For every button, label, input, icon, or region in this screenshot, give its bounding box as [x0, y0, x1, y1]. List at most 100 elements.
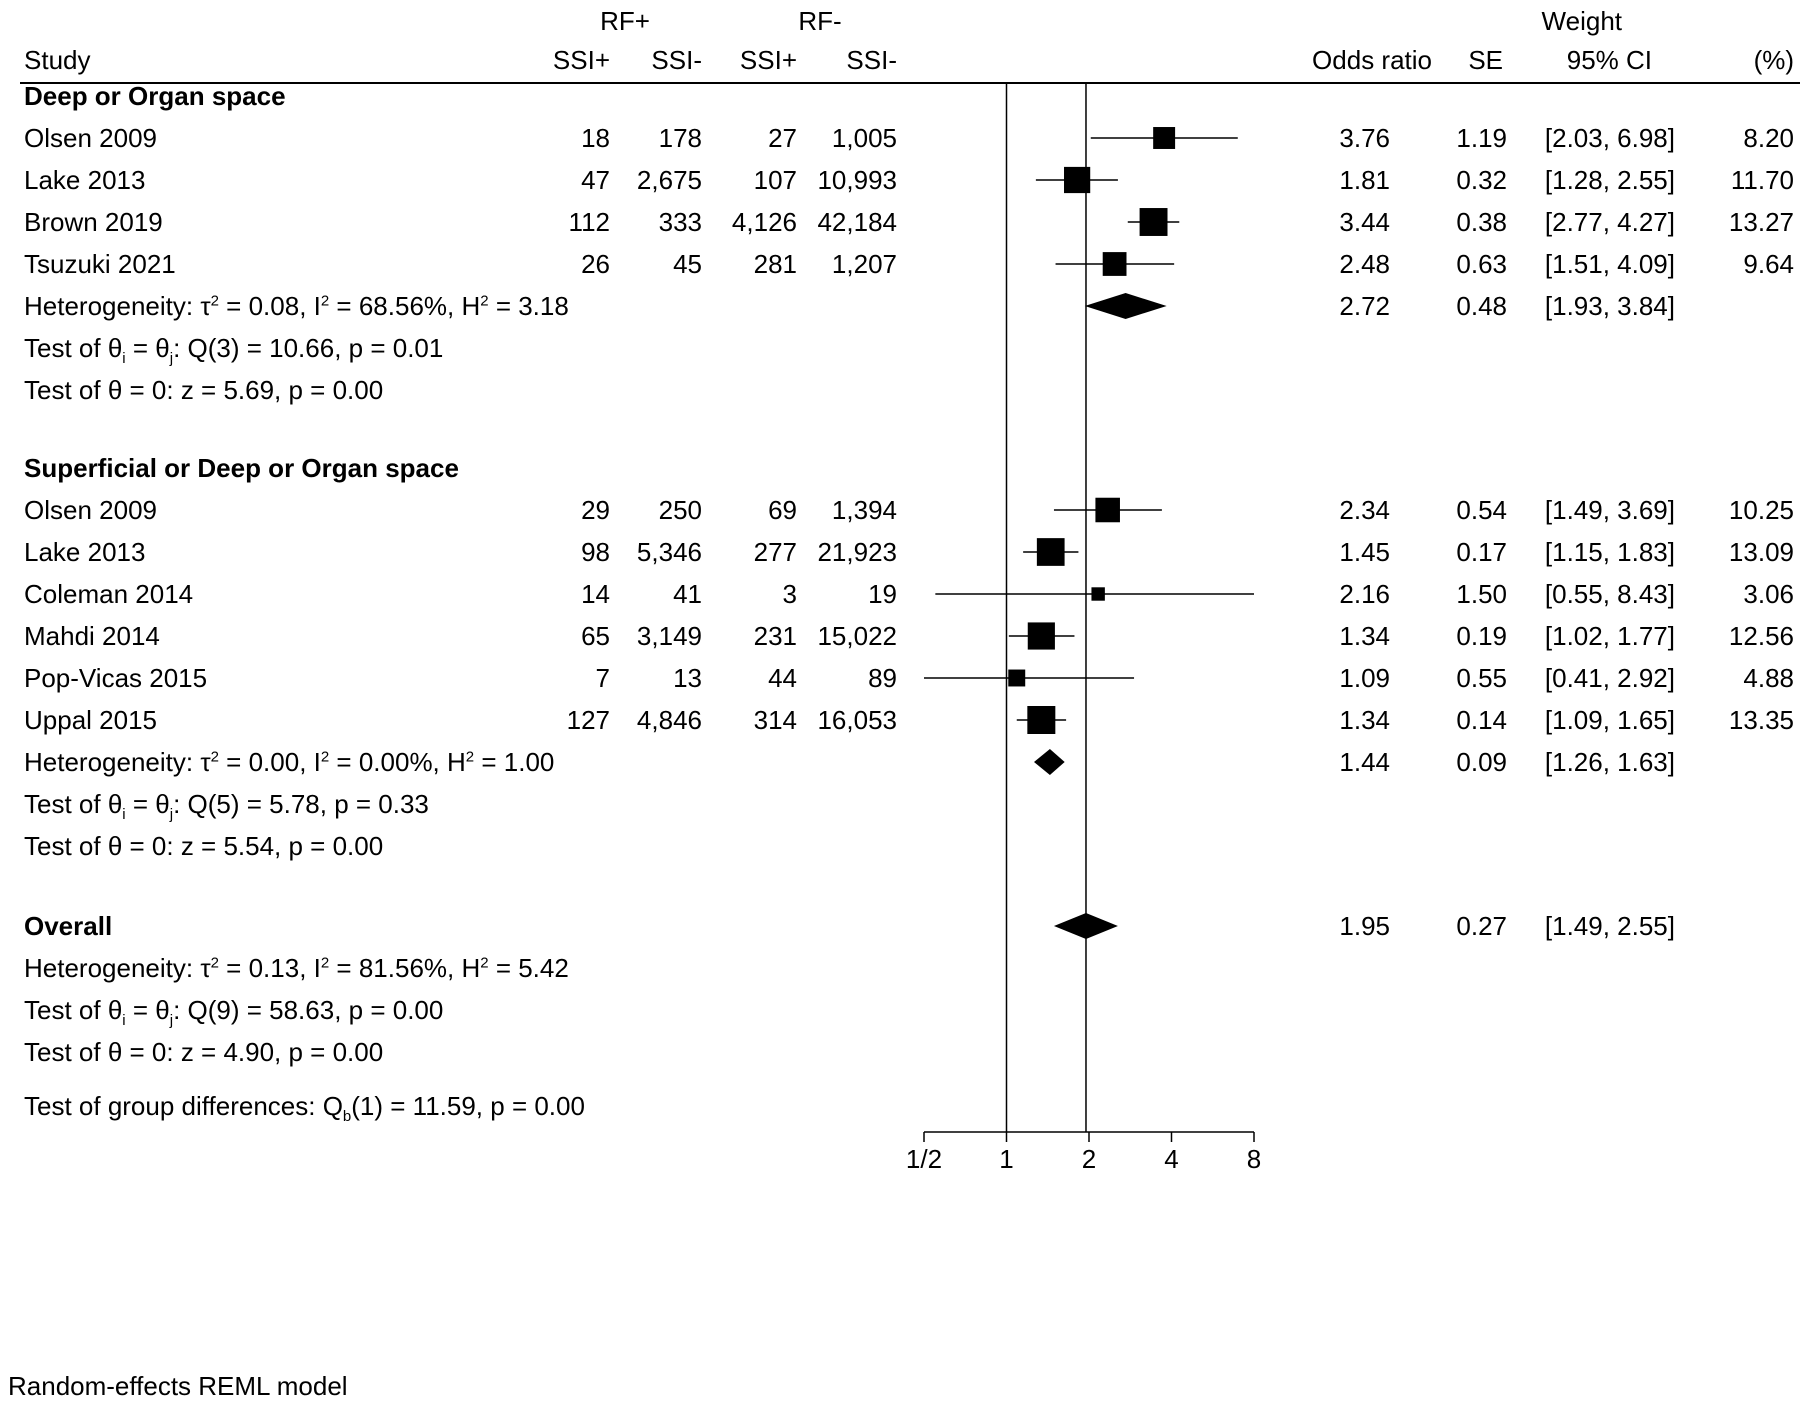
header-rf-pos: RF+	[600, 6, 650, 36]
study-rfn-ssip: 69	[768, 495, 797, 525]
overall-title: Overall	[24, 911, 113, 941]
study-weight: 11.70	[1730, 165, 1794, 195]
group-z-test: Test of θ = 0: z = 5.54, p = 0.00	[24, 831, 384, 861]
study-ci: [1.15, 1.83]	[1544, 537, 1675, 567]
summary-diamond	[1053, 913, 1118, 939]
study-name: Tsuzuki 2021	[24, 249, 176, 279]
superscript-two: 2	[320, 954, 330, 972]
study-rfn-ssip: 4,126	[731, 207, 797, 237]
group-summary-ci: [1.26, 1.63]	[1544, 747, 1675, 777]
heterogeneity-part: = 0.00%, H	[329, 747, 466, 777]
heterogeneity-part: = 0.13, I	[218, 953, 321, 983]
header-rfn-ssin: SSI-	[846, 45, 897, 75]
study-rfn-ssin: 89	[868, 663, 897, 693]
group-summary-or: 2.72	[1339, 291, 1390, 321]
header-weight-line1: Weight	[1541, 6, 1622, 36]
superscript-two: 2	[210, 748, 219, 766]
study-weight: 8.20	[1743, 123, 1794, 153]
study-se: 0.32	[1456, 165, 1507, 195]
study-marker	[1064, 166, 1091, 194]
study-weight: 13.27	[1728, 207, 1794, 237]
study-marker	[1027, 706, 1056, 734]
header-rfp-ssin: SSI-	[651, 45, 702, 75]
x-tick-label: 1	[999, 1144, 1014, 1174]
q-test-part: j	[169, 1012, 174, 1030]
heterogeneity-part: = 81.56%, H	[329, 953, 481, 983]
study-rfn-ssin: 19	[868, 579, 897, 609]
study-ci: [1.09, 1.65]	[1544, 705, 1675, 735]
x-tick-label: 1/2	[905, 1144, 943, 1174]
study-name: Mahdi 2014	[24, 621, 160, 651]
study-ci: [1.49, 3.69]	[1544, 495, 1675, 525]
study-rfp-ssin: 45	[673, 249, 702, 279]
study-weight: 10.25	[1728, 495, 1794, 525]
study-ci: [0.41, 2.92]	[1544, 663, 1675, 693]
header-se: SE	[1468, 45, 1503, 75]
study-rfn-ssin: 10,993	[817, 165, 897, 195]
study-se: 0.38	[1456, 207, 1507, 237]
overall-z-test: Test of θ = 0: z = 4.90, p = 0.00	[24, 1037, 384, 1067]
x-tick-label: 4	[1164, 1144, 1179, 1174]
heterogeneity-part: = 1.00	[474, 747, 555, 777]
study-se: 0.19	[1456, 621, 1507, 651]
superscript-two: 2	[210, 292, 219, 310]
study-ci: [1.02, 1.77]	[1544, 621, 1675, 651]
group-heterogeneity: Heterogeneity: τ2 = 0.00, I2 = 0.00%, H2…	[24, 749, 554, 775]
study-name: Olsen 2009	[24, 495, 157, 525]
q-test-part: : Q(5) = 5.78, p = 0.33	[173, 789, 429, 819]
header-odds-ratio: Odds ratio	[1312, 45, 1432, 75]
study-se: 0.63	[1456, 249, 1507, 279]
heterogeneity-part: = 0.08, I	[218, 291, 321, 321]
q-test-part: i	[122, 1012, 126, 1030]
study-se: 0.54	[1456, 495, 1507, 525]
study-ci: [0.55, 8.43]	[1544, 579, 1675, 609]
study-rfn-ssin: 21,923	[817, 537, 897, 567]
heterogeneity-part: Heterogeneity: τ	[24, 747, 211, 777]
q-test-part: Test of θ	[24, 789, 123, 819]
study-rfn-ssip: 314	[753, 705, 797, 735]
header-rule	[20, 82, 1800, 84]
q-test-part: = θ	[125, 995, 170, 1025]
study-rfp-ssin: 4,846	[636, 705, 702, 735]
q-test-part: i	[122, 806, 126, 824]
study-se: 1.50	[1456, 579, 1507, 609]
superscript-two: 2	[480, 292, 489, 310]
superscript-two: 2	[480, 954, 489, 972]
study-ci: [1.51, 4.09]	[1544, 249, 1675, 279]
group-z-test: Test of θ = 0: z = 5.69, p = 0.00	[24, 375, 384, 405]
group-summary-or: 1.44	[1339, 747, 1390, 777]
study-name: Brown 2019	[24, 207, 163, 237]
study-se: 1.19	[1456, 123, 1507, 153]
summary-diamond	[1034, 749, 1065, 775]
study-rfp-ssip: 29	[581, 495, 610, 525]
x-tick-label: 2	[1081, 1144, 1097, 1174]
study-rfp-ssin: 333	[658, 207, 702, 237]
study-or: 1.34	[1339, 621, 1390, 651]
study-weight: 3.06	[1743, 579, 1794, 609]
study-marker	[1008, 669, 1026, 687]
study-marker	[1139, 208, 1168, 236]
heterogeneity-part: = 5.42	[488, 953, 569, 983]
study-weight: 13.09	[1728, 537, 1794, 567]
superscript-two: 2	[320, 292, 330, 310]
study-rfp-ssip: 112	[568, 207, 610, 237]
study-rfn-ssip: 3	[782, 579, 797, 609]
group-title: Superficial or Deep or Organ space	[24, 453, 459, 483]
study-name: Olsen 2009	[24, 123, 157, 153]
overall-ci: [1.49, 2.55]	[1544, 911, 1675, 941]
x-tick-label: 8	[1246, 1144, 1262, 1174]
header-rfp-ssip: SSI+	[552, 45, 610, 75]
study-rfn-ssip: 281	[753, 249, 797, 279]
header-rf-neg: RF-	[798, 6, 842, 36]
group-summary-se: 0.48	[1456, 291, 1507, 321]
study-or: 3.44	[1339, 207, 1390, 237]
header-study: Study	[24, 45, 91, 75]
study-ci: [2.03, 6.98]	[1544, 123, 1675, 153]
study-or: 2.48	[1339, 249, 1390, 279]
study-marker	[1091, 587, 1105, 601]
study-rfp-ssip: 98	[581, 537, 610, 567]
group-summary-se: 0.09	[1456, 747, 1507, 777]
superscript-two: 2	[210, 954, 219, 972]
study-rfn-ssip: 277	[753, 537, 797, 567]
study-rfp-ssin: 13	[673, 663, 702, 693]
